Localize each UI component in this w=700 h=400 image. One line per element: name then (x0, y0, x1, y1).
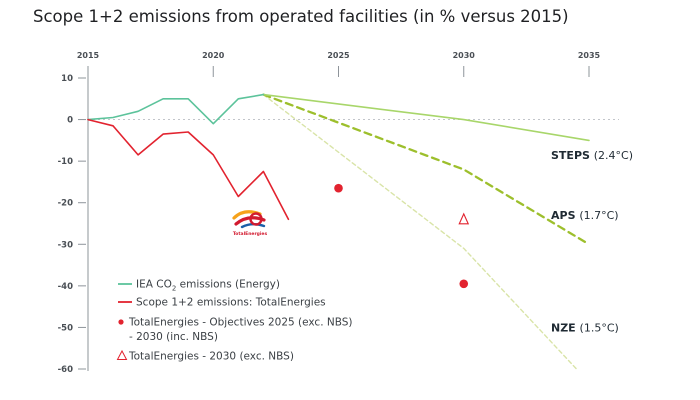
chart-title: Scope 1+2 emissions from operated facili… (33, 7, 569, 26)
x-tick-label-2025: 2025 (327, 51, 350, 60)
totalenergies-logo-icon: TotalEnergies (232, 210, 268, 237)
scenario-label-steps: STEPS (2.4°C) (551, 149, 633, 162)
x-tick-label-2035: 2035 (578, 51, 601, 60)
objective-dot-2030 (459, 279, 469, 289)
x-tick-label-2015: 2015 (77, 51, 100, 60)
legend-label-1: Scope 1+2 emissions: TotalEnergies (136, 297, 326, 309)
scenario-label-aps: APS (1.7°C) (551, 209, 619, 222)
y-tick-label-3: -20 (58, 199, 73, 209)
y-tick-label-1: 0 (67, 116, 73, 126)
legend-swatch-dot (118, 319, 124, 325)
series-line-nze (262, 93, 578, 370)
y-tick-label-2: -10 (58, 157, 73, 167)
y-tick-label-6: -50 (58, 323, 73, 333)
series-line-iea (87, 93, 265, 125)
logo-wordmark: TotalEnergies (233, 231, 268, 237)
objective-triangle-2030 (458, 212, 470, 225)
legend-label-3: TotalEnergies - 2030 (exc. NBS) (128, 351, 294, 363)
series-line-steps (262, 93, 590, 142)
chart-legend: IEA CO2 emissions (Energy) Scope 1+2 emis… (116, 279, 353, 363)
y-tick-label-7: -60 (58, 365, 73, 375)
chart-axes: 2015 2020 2025 2030 2035 10 0 -10 -20 -30 -40 -50 -6… (58, 51, 619, 375)
scenario-label-nze: NZE (1.5°C) (551, 321, 619, 334)
chart-series (87, 93, 591, 370)
scenario-labels: STEPS (2.4°C) APS (1.7°C) NZE (1.5°C) (551, 149, 633, 335)
logo-ring (249, 212, 263, 226)
x-tick-label-2020: 2020 (202, 51, 225, 60)
legend-label-0: IEA CO2 emissions (Energy) (136, 279, 280, 293)
y-tick-label-4: -30 (58, 240, 73, 250)
y-tick-label-0: 10 (61, 74, 73, 84)
series-line-total (87, 118, 290, 221)
series-line-aps (262, 93, 591, 246)
objective-dot-2025 (334, 183, 343, 193)
legend-swatch-triangle (116, 349, 128, 360)
y-tick-label-5: -40 (58, 282, 73, 292)
x-tick-label-2030: 2030 (453, 51, 476, 60)
legend-label-2: TotalEnergies - Objectives 2025 (exc. NB… (128, 317, 353, 329)
chart-markers (334, 183, 470, 289)
legend-label-2-line2: - 2030 (inc. NBS) (129, 331, 218, 343)
